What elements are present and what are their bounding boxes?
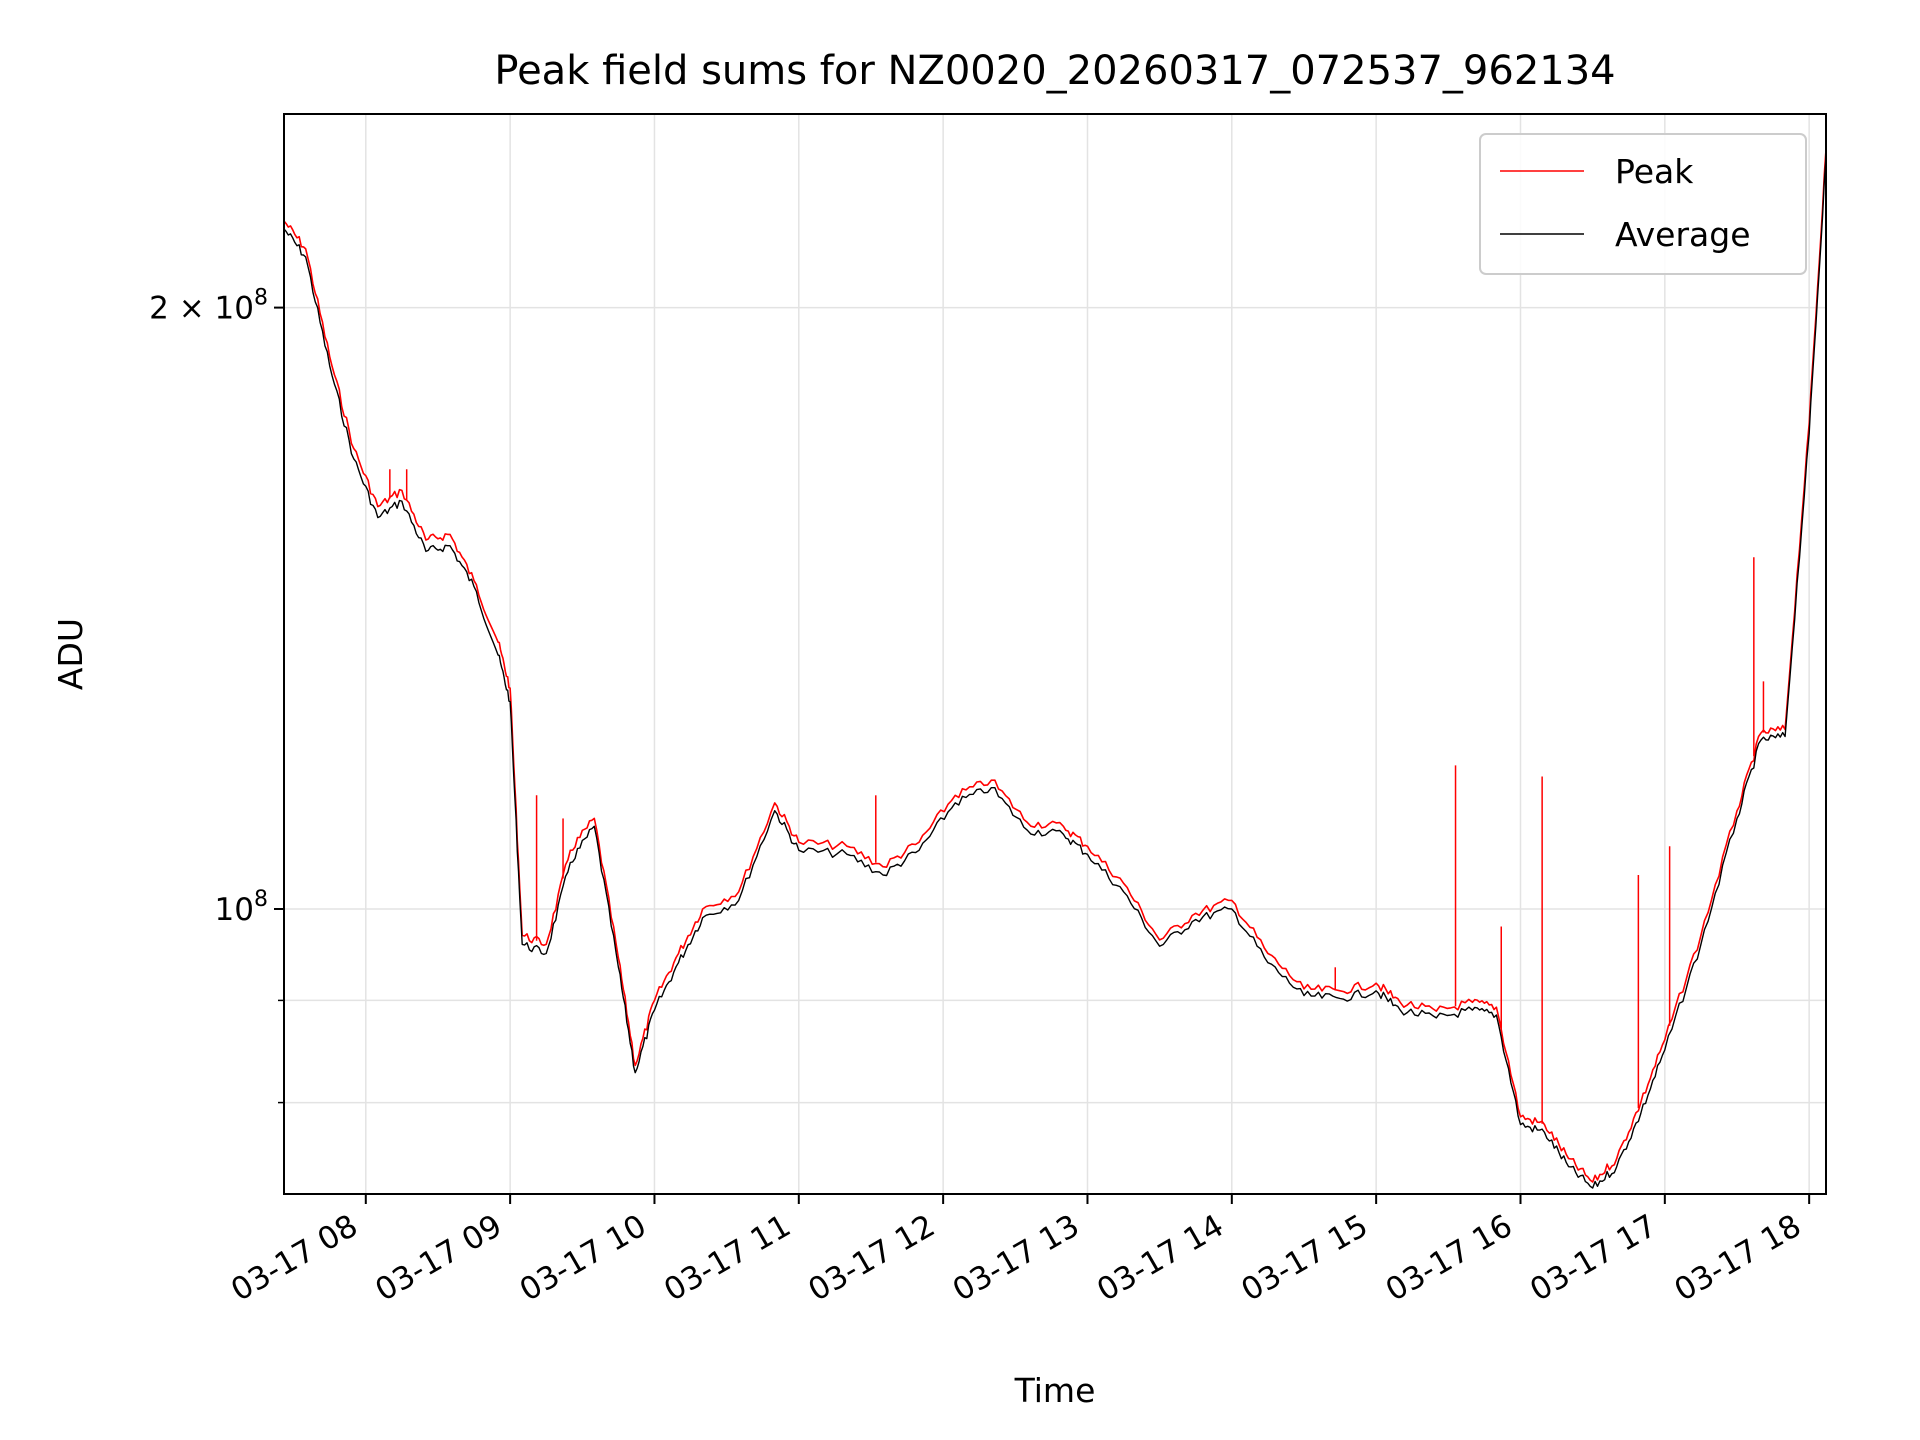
plot-frame <box>283 113 1827 1195</box>
y-tick-label: 108 <box>215 887 268 928</box>
grid-lines <box>284 114 1826 1194</box>
series-average-line <box>283 156 1827 1189</box>
x-axis-label: Time <box>1014 1371 1096 1410</box>
y-tick-label: 2 × 108 <box>149 286 268 327</box>
legend-peak-label: Peak <box>1615 152 1694 191</box>
legend-average-label: Average <box>1615 215 1751 254</box>
legend-box <box>1479 133 1807 275</box>
y-axis-label: ADU <box>51 618 90 690</box>
legend: Peak Average <box>1479 133 1807 275</box>
chart-title: Peak field sums for NZ0020_20260317_0725… <box>494 48 1615 94</box>
series-lines <box>283 149 1827 1189</box>
series-peak-line <box>283 149 1827 1183</box>
